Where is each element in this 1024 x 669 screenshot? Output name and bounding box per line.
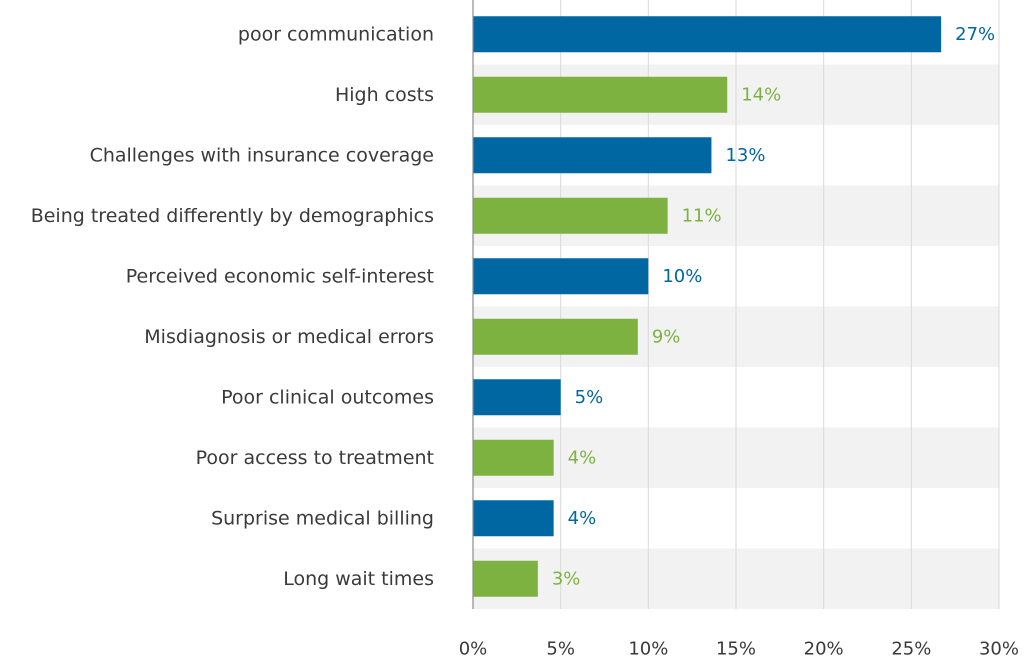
value-label: 4% [568, 447, 597, 468]
bar [473, 560, 538, 597]
category-label: Long wait times [283, 568, 434, 590]
value-labels: 27% 14% 13% 11% 10% 9% 5% 4% 4% 3% [552, 24, 995, 590]
x-tick-label: 30% [979, 639, 1019, 660]
bar [473, 258, 649, 295]
category-label: Perceived economic self-interest [126, 265, 434, 287]
value-label: 5% [575, 387, 604, 408]
bar [473, 76, 728, 113]
x-tick-label: 15% [716, 639, 756, 660]
x-tick-label: 20% [804, 639, 844, 660]
bar [473, 137, 712, 174]
bar [473, 197, 668, 234]
category-label: Poor access to treatment [196, 447, 434, 469]
value-label: 3% [552, 568, 581, 589]
value-label: 9% [652, 326, 681, 347]
category-label: High costs [335, 84, 434, 106]
bars [473, 16, 942, 597]
category-label: Surprise medical billing [211, 507, 434, 529]
category-label: poor communication [238, 23, 434, 45]
category-labels: poor communication High costs Challenges w… [31, 23, 434, 590]
category-label: Misdiagnosis or medical errors [144, 326, 434, 348]
value-label: 13% [725, 145, 765, 166]
bar [473, 16, 942, 53]
bar [473, 318, 638, 355]
x-tick-label: 0% [459, 639, 488, 660]
bar [473, 500, 554, 537]
x-tick-label: 25% [891, 639, 931, 660]
x-tick-label: 5% [546, 639, 575, 660]
value-label: 27% [955, 24, 995, 45]
value-label: 4% [568, 508, 597, 529]
category-label: Challenges with insurance coverage [90, 144, 434, 166]
x-tick-labels: 0% 5% 10% 15% 20% 25% 30% [459, 639, 1019, 660]
bar [473, 379, 561, 416]
bar [473, 439, 554, 476]
x-tick-label: 10% [628, 639, 668, 660]
value-label: 11% [682, 205, 722, 226]
category-label: Being treated differently by demographic… [31, 205, 434, 227]
value-label: 10% [662, 266, 702, 287]
category-label: Poor clinical outcomes [221, 386, 434, 408]
value-label: 14% [741, 84, 781, 105]
